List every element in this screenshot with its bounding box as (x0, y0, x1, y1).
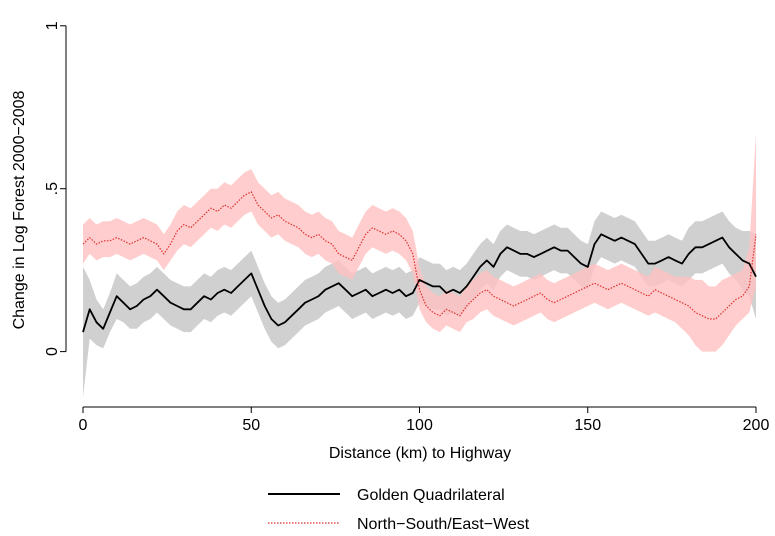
series-line-1 (82, 191, 757, 320)
x-tick-label: 200 (743, 417, 770, 434)
x-tick-label: 50 (242, 417, 260, 434)
y-tick-label: .5 (44, 182, 61, 195)
legend-item-0: Golden Quadrilateral (268, 487, 505, 504)
legend: Golden Quadrilateral North−South/East−We… (268, 487, 530, 533)
y-tick-label: 1 (44, 21, 61, 30)
legend-label: Golden Quadrilateral (357, 487, 505, 504)
y-axis-title: Change in Log Forest 2000−2008 (11, 90, 28, 329)
x-tick-label: 150 (574, 417, 601, 434)
confidence-band-1 (83, 133, 756, 352)
confidence-bands (83, 133, 756, 398)
series-line-0 (82, 233, 757, 333)
x-tick-label: 0 (79, 417, 88, 434)
series-lines (82, 191, 757, 333)
axes: 0 50 100 150 200 0.51 Distance (km) to Highw… (11, 21, 769, 462)
legend-item-1: North−South/East−West (268, 516, 530, 533)
y-tick-label: 0 (44, 347, 61, 356)
x-axis-title: Distance (km) to Highway (329, 445, 511, 462)
confidence-band-0 (83, 211, 756, 398)
y-ticks: 0.51 (44, 21, 66, 356)
x-tick-label: 100 (406, 417, 433, 434)
x-ticks: 0 50 100 150 200 (79, 407, 770, 434)
legend-label: North−South/East−West (357, 516, 530, 533)
